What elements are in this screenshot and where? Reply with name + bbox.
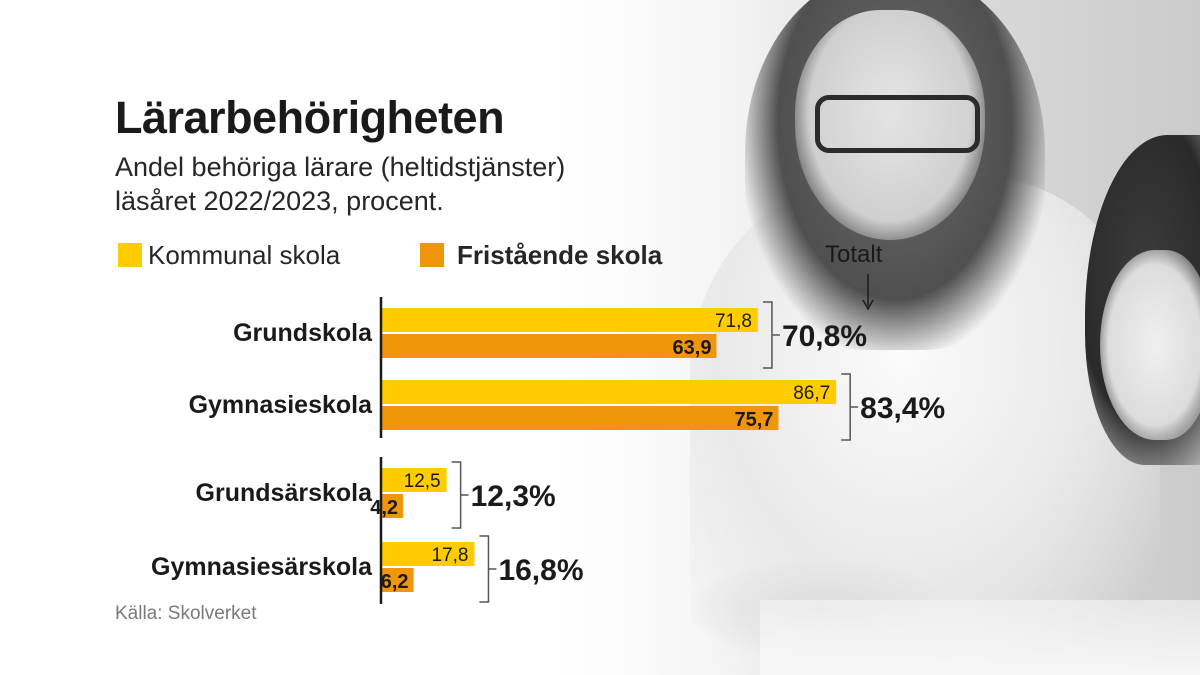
photo-glasses <box>815 95 980 153</box>
value-label-fristaende: 75,7 <box>734 409 773 431</box>
bar-fristaende <box>381 568 414 592</box>
value-label-kommunal: 17,8 <box>431 545 468 566</box>
category-label: Gymnasiesärskola <box>151 553 373 581</box>
totalt-arrow-head <box>862 299 874 311</box>
source-note: Källa: Skolverket <box>115 603 257 624</box>
category-label: Grundskola <box>233 319 373 347</box>
value-label-kommunal: 71,8 <box>715 311 752 332</box>
total-label: 83,4% <box>860 392 945 425</box>
legend-swatch-fristaende <box>420 243 444 267</box>
total-label: 70,8% <box>782 320 867 353</box>
bar-fristaende <box>381 334 717 358</box>
bar-fristaende <box>381 406 779 430</box>
bar-fristaende <box>381 494 404 518</box>
value-label-kommunal: 86,7 <box>793 383 830 404</box>
bar-kommunal <box>381 542 475 566</box>
total-bracket <box>841 373 859 441</box>
bar-kommunal <box>381 380 837 404</box>
value-label-fristaende: 4,2 <box>370 497 398 519</box>
totalt-label: Totalt <box>825 241 883 268</box>
legend-swatch-kommunal <box>118 243 142 267</box>
photo-girl-face <box>1100 250 1200 440</box>
total-label: 16,8% <box>498 554 583 587</box>
photo-paper <box>760 600 1200 675</box>
bar-kommunal <box>381 308 758 332</box>
chart-subtitle: Andel behöriga lärare (heltidstjänster) … <box>115 150 565 218</box>
legend-label-kommunal: Kommunal skola <box>148 240 341 270</box>
total-label: 12,3% <box>471 480 556 513</box>
chart-title: Lärarbehörigheten <box>115 92 505 143</box>
subtitle-line-1: Andel behöriga lärare (heltidstjänster) <box>115 152 566 182</box>
legend-label-fristaende: Fristående skola <box>457 240 663 270</box>
total-bracket <box>479 535 497 603</box>
photo-teacher-face <box>795 10 985 240</box>
category-label: Grundsärskola <box>196 479 374 507</box>
subtitle-line-2: läsåret 2022/2023, procent. <box>115 186 444 216</box>
value-label-kommunal: 12,5 <box>404 471 441 492</box>
total-bracket <box>762 301 780 369</box>
value-label-fristaende: 6,2 <box>381 571 409 593</box>
category-label: Gymnasieskola <box>189 391 374 419</box>
value-label-fristaende: 63,9 <box>673 337 712 359</box>
total-bracket <box>451 461 469 529</box>
bar-kommunal <box>381 468 447 492</box>
